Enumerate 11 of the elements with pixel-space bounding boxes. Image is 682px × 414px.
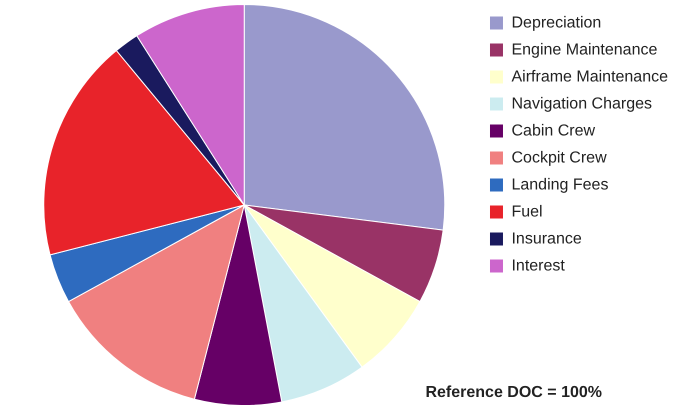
legend-label: Fuel [511,203,543,220]
legend-label: Cabin Crew [511,122,596,140]
legend-label: Landing Fees [511,176,608,194]
legend-label: Interest [511,257,566,274]
text: Reference DOC = 100% [425,384,602,402]
legend-label: Navigation Charges [511,95,652,112]
legend-label: Cockpit Crew [511,149,608,166]
legend-label: Airframe Maintenance [511,68,668,86]
legend-label: Engine Maintenance [511,41,658,58]
legend-label: Insurance [511,230,582,248]
legend-label: Depreciation [511,14,602,32]
